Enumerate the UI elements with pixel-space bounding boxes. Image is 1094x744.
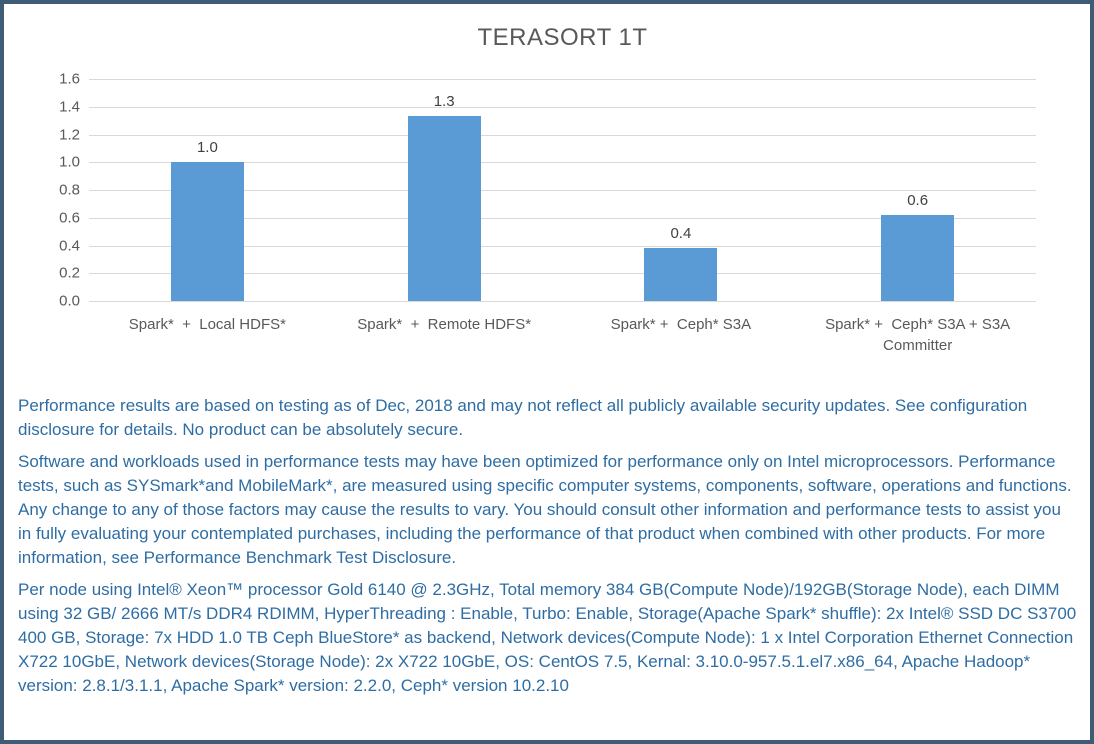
gridline	[89, 301, 1036, 302]
gridline	[89, 134, 1036, 136]
y-tick-label: 1.6	[59, 70, 80, 88]
bar-value-label: 1.0	[196, 139, 218, 157]
category-label: Spark* + Ceph* S3A + S3A Committer	[825, 316, 1011, 354]
category-label: Spark* + Remote HDFS*	[357, 316, 532, 333]
x-axis-labels: Spark* + Local HDFS* Spark* + Remote HDFS…	[89, 314, 1036, 356]
y-tick-label: 0.4	[59, 237, 80, 254]
gridline	[89, 162, 1036, 164]
chart-title: TERASORT 1T	[477, 24, 648, 51]
bar	[170, 162, 244, 301]
y-axis: 0.0 0.2 0.4 0.6 0.8 1.0 1.2 1.4 1.6	[4, 71, 80, 310]
category-label: Spark* + Ceph* S3A	[610, 316, 752, 333]
bar-value-label: 0.6	[907, 191, 929, 209]
gridline	[89, 79, 1036, 80]
gridline	[89, 273, 1036, 275]
gridline	[89, 106, 1036, 108]
bar	[881, 214, 955, 301]
disclaimer-paragraph-2: Software and workloads used in performan…	[18, 452, 1072, 567]
bar-value-label: 0.4	[670, 225, 692, 243]
bar	[644, 248, 718, 301]
gridline	[89, 245, 1036, 247]
disclaimer-paragraph-1: Performance results are based on testing…	[18, 396, 1028, 439]
plot-area: 1.0 1.3 0.4 0.6	[89, 79, 1036, 302]
disclaimer-text: Performance results are based on testing…	[18, 394, 1078, 706]
y-tick-label: 0.2	[59, 264, 80, 282]
y-tick-label: 1.0	[59, 153, 80, 171]
y-tick-label: 1.2	[59, 126, 80, 143]
y-tick-label: 0.0	[59, 292, 80, 310]
y-tick-label: 1.4	[59, 98, 80, 116]
category-label: Spark* + Local HDFS*	[128, 316, 286, 333]
gridline	[89, 190, 1036, 191]
bar-value-label: 1.3	[433, 93, 455, 111]
gridline	[89, 217, 1036, 219]
y-tick-label: 0.8	[59, 181, 80, 199]
y-tick-label: 0.6	[59, 209, 80, 227]
disclaimer-paragraph-3: Per node using Intel® Xeon™ processor Go…	[18, 580, 1077, 695]
bar	[407, 116, 481, 301]
